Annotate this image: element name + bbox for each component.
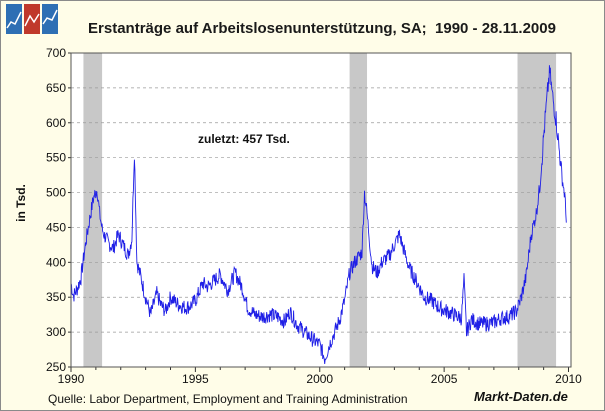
- logo-tile-1: [6, 4, 22, 34]
- y-tick-label: 650: [46, 81, 66, 95]
- y-tick-label: 250: [46, 360, 66, 374]
- plot-area: [71, 53, 571, 367]
- y-tick-label: 700: [46, 46, 66, 60]
- y-tick-label: 350: [46, 290, 66, 304]
- brand-name: Markt-Daten.de: [474, 389, 568, 404]
- logo-tile-2: [24, 4, 40, 34]
- recession-band: [349, 53, 368, 367]
- x-tick-label: 2005: [431, 372, 458, 386]
- brand-logo: [6, 4, 58, 34]
- y-tick-label: 550: [46, 151, 66, 165]
- source-note: Quelle: Labor Department, Employment and…: [48, 392, 408, 406]
- recession-band: [517, 53, 557, 367]
- series-line: [70, 65, 567, 365]
- y-tick-label: 300: [46, 325, 66, 339]
- y-tick-label: 500: [46, 186, 66, 200]
- x-tick-label: 1990: [58, 372, 85, 386]
- plot-border: [70, 52, 572, 368]
- x-tick-label: 2010: [555, 372, 582, 386]
- chart-title: Erstanträge auf Arbeitslosenunterstützun…: [88, 20, 556, 37]
- x-tick-label: 1995: [182, 372, 209, 386]
- logo-tile-3: [42, 4, 58, 34]
- recession-band: [83, 53, 103, 367]
- y-tick-label: 400: [46, 255, 66, 269]
- y-tick-label: 600: [46, 116, 66, 130]
- latest-value-annotation: zuletzt: 457 Tsd.: [198, 132, 290, 146]
- y-axis-label: in Tsd.: [14, 184, 28, 222]
- y-tick-label: 450: [46, 220, 66, 234]
- x-tick-label: 2000: [306, 372, 333, 386]
